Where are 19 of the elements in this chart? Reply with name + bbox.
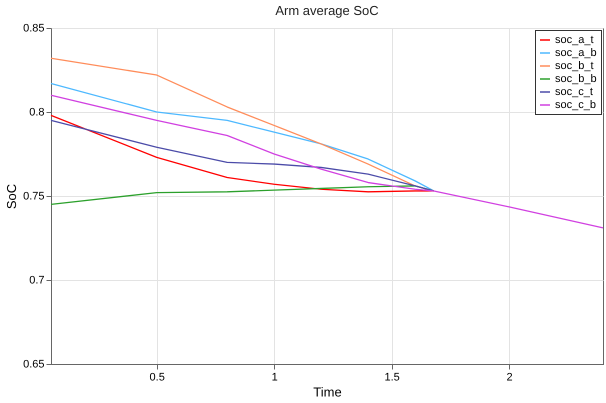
x-tick-label: 1.5 bbox=[384, 372, 400, 384]
y-tick-label: 0.7 bbox=[29, 274, 44, 286]
x-tick-label: 0.5 bbox=[150, 372, 165, 384]
x-tick-label: 1 bbox=[272, 372, 278, 384]
y-tick-label: 0.8 bbox=[29, 106, 44, 118]
x-tick-label: 2 bbox=[506, 372, 513, 384]
legend-label: soc_b_t bbox=[555, 60, 594, 72]
legend-label: soc_a_b bbox=[555, 47, 597, 59]
legend-label: soc_c_t bbox=[555, 86, 593, 98]
legend-label: soc_b_b bbox=[555, 73, 597, 85]
x-axis-title: Time bbox=[313, 384, 342, 400]
y-axis-title: SoC bbox=[4, 184, 20, 210]
y-tick-label: 0.85 bbox=[23, 22, 44, 34]
legend-label: soc_c_b bbox=[555, 99, 596, 111]
y-tick-label: 0.65 bbox=[23, 358, 44, 370]
line-series bbox=[50, 82, 435, 192]
y-tick-label: 0.75 bbox=[23, 190, 44, 202]
legend-label: soc_a_t bbox=[555, 34, 594, 46]
chart-title: Arm average SoC bbox=[275, 3, 379, 18]
